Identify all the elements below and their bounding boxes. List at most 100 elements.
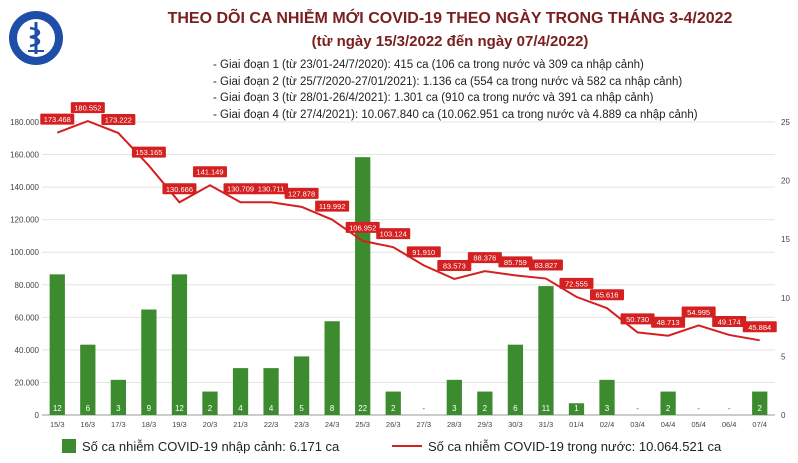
x-tick-label: 16/3 [81, 420, 96, 429]
bar-value-label: 3 [116, 404, 121, 413]
bar-value-label: 12 [53, 404, 62, 413]
legend-item-domestic: Số ca nhiễm COVID-19 trong nước: 10.064.… [392, 439, 721, 454]
line-value-label: 173.468 [44, 115, 71, 124]
line-label-box [376, 228, 411, 240]
x-tick-label: 30/3 [508, 420, 523, 429]
line-value-label: 88.376 [473, 254, 496, 263]
bar-value-label: 2 [758, 404, 763, 413]
line-label-box [162, 183, 197, 195]
x-tick-label: 23/3 [294, 420, 309, 429]
line-value-label: 85.759 [504, 258, 527, 267]
line-value-label: 83.573 [443, 261, 466, 270]
x-tick-label: 01/4 [569, 420, 584, 429]
line-value-label: 173.222 [105, 116, 132, 125]
phase-summary: - Giai đoạn 1 (từ 23/01-24/7/2020): 415 … [213, 57, 698, 123]
phase-2-text: - Giai đoạn 2 (từ 25/7/2020-27/01/2021):… [213, 75, 683, 88]
line-value-label: 119.992 [319, 202, 346, 211]
legend-bar-swatch [62, 439, 76, 453]
legend-item-imported: Số ca nhiễm COVID-19 nhập cảnh: 6.171 ca [62, 439, 339, 454]
x-tick-label: 29/3 [478, 420, 493, 429]
y-left-tick-label: 120.000 [10, 216, 39, 225]
combo-chart: 0 20.000 40.000 60.000 80.000 100.000 120.000 1… [10, 102, 790, 429]
line-label-box [498, 256, 533, 268]
ministry-logo-icon [9, 11, 63, 65]
x-tick-label: 19/3 [172, 420, 187, 429]
bar [752, 391, 768, 415]
line-label-box [254, 183, 289, 195]
y-right-tick-label: 15 [781, 235, 790, 244]
line-value-label: 50.730 [626, 315, 649, 324]
line-value-label: 48.713 [657, 318, 680, 327]
line-label-box [223, 183, 258, 195]
legend-label-imported: Số ca nhiễm COVID-19 nhập cảnh: 6.171 ca [82, 439, 340, 454]
bar-value-label: 2 [391, 404, 396, 413]
y-left-tick-label: 180.000 [10, 118, 39, 127]
legend-line-swatch [392, 445, 422, 447]
bar-value-label: 4 [269, 404, 274, 413]
bar [385, 391, 401, 415]
line-value-label: 49.174 [718, 317, 741, 326]
bar-value-label: 11 [542, 404, 551, 413]
line-value-label: 103.124 [380, 230, 407, 239]
bar-value-label: 1 [574, 404, 579, 413]
y-left-tick-label: 60.000 [15, 313, 40, 322]
bar-value-label: 8 [330, 404, 335, 413]
x-tick-label: 17/3 [111, 420, 126, 429]
line-label-box [651, 316, 686, 328]
line-label-box [345, 221, 380, 233]
bar [80, 344, 96, 415]
phase-1-text: - Giai đoạn 1 (từ 23/01-24/7/2020): 415 … [213, 59, 644, 71]
bar [568, 403, 585, 415]
line-label-box [437, 259, 472, 271]
x-tick-label: 07/4 [752, 420, 767, 429]
bar-value-label: 6 [513, 404, 518, 413]
y-right-tick-label: 20 [781, 177, 790, 186]
chart-legend: Số ca nhiễm COVID-19 nhập cảnh: 6.171 ca… [0, 437, 798, 459]
x-tick-label: 18/3 [142, 420, 157, 429]
phase-3-text: - Giai đoạn 3 (từ 28/01-26/4/2021): 1.30… [213, 92, 654, 104]
bar [446, 379, 462, 415]
bar [293, 356, 310, 415]
bar [202, 391, 218, 415]
bar-value-label: 9 [147, 404, 152, 413]
line-value-label: 127.878 [288, 189, 315, 198]
bar-value-label: 6 [86, 404, 91, 413]
line-value-label: 153.165 [135, 148, 162, 157]
x-tick-label: 24/3 [325, 420, 340, 429]
line-label-box [559, 277, 594, 289]
line-label-box [742, 321, 777, 333]
line-value-label: 130.709 [227, 185, 254, 194]
bar-value-label: 12 [175, 404, 184, 413]
bar [477, 391, 493, 415]
y-left-tick-label: 160.000 [10, 151, 39, 160]
x-tick-label: 02/4 [600, 420, 615, 429]
y-left-tick-label: 140.000 [10, 183, 39, 192]
x-tick-label: 20/3 [203, 420, 218, 429]
x-tick-label: 05/4 [691, 420, 706, 429]
bar [324, 321, 340, 415]
bar-value-label: 2 [208, 404, 213, 413]
x-tick-label: 21/3 [233, 420, 248, 429]
y-left-tick-label: 0 [35, 411, 40, 420]
bar [263, 368, 279, 415]
bar-value-label: 5 [299, 404, 304, 413]
bar [49, 274, 65, 415]
line-label-box [192, 166, 227, 178]
y-right-tick-label: 0 [781, 411, 786, 420]
line-label-box [712, 315, 747, 327]
line-value-label: 180.552 [74, 104, 101, 113]
y-right-tick-label: 5 [781, 352, 786, 361]
x-tick-label: 15/3 [50, 420, 65, 429]
x-tick-label: 03/4 [630, 420, 645, 429]
bar [232, 368, 249, 415]
bar-value-label: 3 [605, 404, 610, 413]
bar [507, 344, 524, 415]
bar-value-label: - [728, 404, 731, 413]
bar-value-label: - [697, 404, 700, 413]
line-value-label: 72.555 [565, 279, 588, 288]
line-label-box [40, 113, 75, 125]
phase-4-text: - Giai đoạn 4 (từ 27/4/2021): 10.067.840… [213, 108, 698, 121]
line-value-label: 91.910 [412, 248, 435, 257]
x-tick-label: 27/3 [416, 420, 431, 429]
bar [141, 309, 157, 415]
